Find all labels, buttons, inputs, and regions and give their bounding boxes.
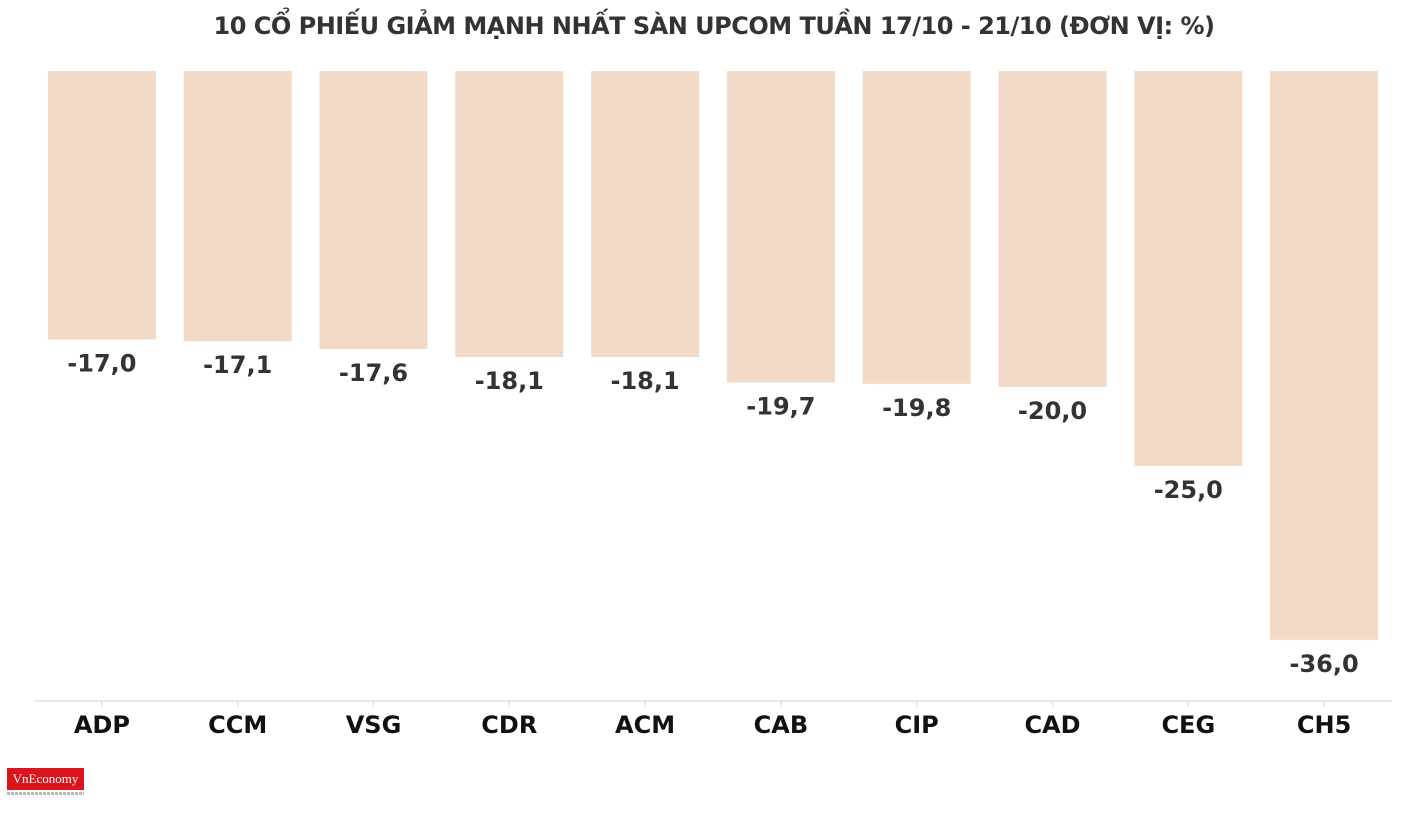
bar-vsg: [319, 71, 428, 350]
value-label-cdr: -18,1: [475, 367, 544, 395]
logo-tagline: [7, 792, 84, 795]
x-tick-label-cip: CIP: [895, 711, 939, 739]
value-label-adp: -17,0: [67, 350, 136, 378]
value-label-vsg: -17,6: [339, 359, 408, 387]
ticks-layer: [101, 701, 1325, 707]
bars-layer: [47, 71, 1379, 640]
logo-wordmark: VnEconomy: [7, 768, 84, 790]
bar-ceg: [1134, 71, 1243, 466]
bar-ch5: [1270, 71, 1379, 640]
bar-adp: [47, 71, 156, 340]
x-tick-label-acm: ACM: [615, 711, 675, 739]
value-label-ceg: -25,0: [1154, 476, 1223, 504]
bar-acm: [591, 71, 700, 357]
x-tick-label-cab: CAB: [754, 711, 808, 739]
vneconomy-logo: VnEconomy: [7, 768, 84, 798]
x-tick-label-vsg: VSG: [346, 711, 402, 739]
bar-cdr: [455, 71, 564, 357]
value-labels-layer: -17,0 -17,1 -17,6 -18,1 -18,1 -19,7 -19,8 -20,0…: [67, 350, 1358, 678]
x-tick-label-ch5: CH5: [1297, 711, 1351, 739]
bar-cip: [862, 71, 971, 384]
x-tick-label-cad: CAD: [1024, 711, 1080, 739]
value-label-ch5: -36,0: [1290, 650, 1359, 678]
x-tick-label-ceg: CEG: [1161, 711, 1215, 739]
value-label-cab: -19,7: [746, 392, 815, 420]
bar-ccm: [183, 71, 292, 342]
x-tick-label-ccm: CCM: [208, 711, 267, 739]
x-tick-label-cdr: CDR: [481, 711, 537, 739]
chart-title: 10 CỔ PHIẾU GIẢM MẠNH NHẤT SÀN UPCOM TUẦ…: [213, 12, 1215, 40]
value-label-cad: -20,0: [1018, 397, 1087, 425]
value-label-cip: -19,8: [882, 394, 951, 422]
bar-cab: [726, 71, 835, 383]
tick-labels-layer: ADP CCM VSG CDR ACM CAB CIP CAD CEG CH5: [74, 711, 1351, 739]
x-tick-label-adp: ADP: [74, 711, 130, 739]
value-label-acm: -18,1: [611, 367, 680, 395]
bar-cad: [998, 71, 1107, 387]
value-label-ccm: -17,1: [203, 351, 272, 379]
